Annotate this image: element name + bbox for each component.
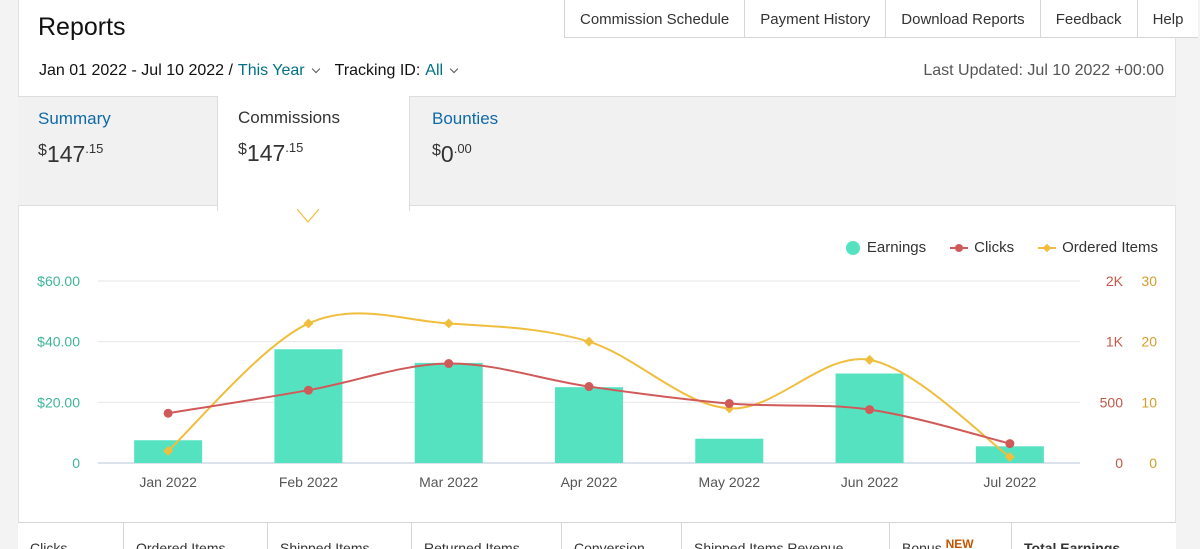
- y-left-tick-label: 0: [72, 455, 80, 471]
- y-right-clicks-tick-label: 1K: [1106, 334, 1124, 350]
- x-tick-label: Jul 2022: [983, 474, 1036, 490]
- tracking-label: Tracking ID:: [334, 62, 421, 79]
- nav-feedback[interactable]: Feedback: [1041, 0, 1138, 38]
- col-bonus: Bonus NEW: [890, 523, 1012, 549]
- tab-bounties[interactable]: Bounties $0.00: [412, 97, 592, 207]
- period-dropdown[interactable]: This Year: [237, 62, 305, 79]
- col-clicks: Clicks: [18, 523, 124, 549]
- legend-label: Earnings: [866, 239, 927, 256]
- legend-label: Clicks: [974, 239, 1015, 256]
- nav-download-reports[interactable]: Download Reports: [886, 0, 1041, 38]
- y-right-items-tick-label: 10: [1141, 394, 1157, 410]
- earnings-bar: [274, 349, 343, 463]
- date-range: Jan 01 2022 - Jul 10 2022 /: [39, 62, 233, 79]
- tab-label: Summary: [38, 109, 111, 128]
- filter-row: Jan 01 2022 - Jul 10 2022 / This Year Tr…: [39, 62, 467, 80]
- ordered-items-point: [584, 336, 594, 347]
- tab-amount: $147.15: [238, 140, 304, 166]
- clicks-point: [1005, 439, 1015, 449]
- earnings-dot-icon: [845, 240, 860, 255]
- ordered-items-line-icon: [1038, 243, 1057, 252]
- y-right-clicks-tick-label: 0: [1115, 455, 1123, 471]
- nav-help[interactable]: Help: [1152, 10, 1184, 28]
- chevron-down-icon[interactable]: [449, 64, 459, 74]
- page-title: Reports: [38, 13, 126, 41]
- x-tick-label: Mar 2022: [419, 474, 478, 490]
- tab-label: Commissions: [238, 108, 341, 127]
- earnings-chart: 0 0 0 $20.00 500 10 $40.00 1K 20 $60.00 2K 30 Jan 20…: [37, 273, 1157, 490]
- x-tick-label: May 2022: [699, 474, 761, 490]
- active-tab-pointer-icon: [297, 209, 319, 223]
- legend-label: Ordered Items: [1062, 239, 1158, 256]
- earnings-bar: [695, 438, 764, 463]
- clicks-point: [444, 359, 454, 369]
- tab-amount: $147.15: [38, 141, 104, 167]
- totals-header-row: Clicks Ordered Items Shipped Items Retur…: [18, 522, 1176, 549]
- clicks-line-icon: [950, 243, 969, 252]
- y-right-items-tick-label: 30: [1141, 273, 1157, 289]
- nav-payment-history[interactable]: Payment History: [745, 0, 887, 38]
- y-left-tick-label: $60.00: [37, 273, 80, 289]
- y-right-items-tick-label: 0: [1149, 455, 1157, 471]
- x-tick-label: Jun 2022: [841, 474, 899, 490]
- x-tick-label: Feb 2022: [279, 474, 338, 490]
- legend-earnings[interactable]: Earnings: [845, 239, 926, 256]
- new-badge: NEW: [945, 537, 974, 549]
- clicks-point: [724, 399, 734, 409]
- ordered-items-point: [443, 318, 454, 329]
- x-tick-label: Jan 2022: [139, 474, 197, 490]
- clicks-point: [163, 408, 173, 418]
- y-left-tick-label: $40.00: [37, 334, 80, 350]
- y-right-clicks-tick-label: 500: [1100, 394, 1124, 410]
- ordered-items-point: [163, 445, 174, 456]
- col-conversion: Conversion: [562, 523, 682, 549]
- legend-ordered-items[interactable]: Ordered Items: [1038, 239, 1158, 256]
- y-left-tick-label: $20.00: [37, 394, 80, 410]
- clicks-point: [865, 405, 875, 415]
- clicks-point: [584, 382, 594, 392]
- ordered-items-point: [864, 354, 875, 365]
- tab-label: Bounties: [432, 109, 499, 128]
- col-shipped-revenue: Shipped Items Revenue: [682, 523, 890, 549]
- legend-clicks[interactable]: Clicks: [950, 239, 1014, 256]
- earnings-bar: [835, 373, 904, 463]
- col-returned-items: Returned Items: [412, 523, 562, 549]
- last-updated: Last Updated: Jul 10 2022 +00:00: [923, 62, 1164, 79]
- y-right-clicks-tick-label: 2K: [1106, 273, 1124, 289]
- tab-amount: $0.00: [432, 141, 472, 167]
- ordered-items-point: [1004, 451, 1015, 462]
- nav-commission-schedule[interactable]: Commission Schedule: [565, 0, 746, 38]
- summary-tabs: Summary $147.15 Commissions $147.15 Boun…: [18, 96, 1176, 211]
- chevron-down-icon[interactable]: [311, 64, 320, 74]
- ordered-items-point: [303, 318, 314, 329]
- earnings-bar: [414, 362, 483, 463]
- y-right-items-tick-label: 20: [1141, 334, 1157, 350]
- col-total-earnings: Total Earnings: [1024, 540, 1121, 549]
- col-shipped-items: Shipped Items: [268, 523, 412, 549]
- chart-legend: Earnings Clicks Ordered Items: [845, 239, 1158, 256]
- earnings-bar: [555, 387, 623, 463]
- tracking-dropdown[interactable]: All: [425, 62, 444, 79]
- x-tick-label: Apr 2022: [561, 474, 618, 490]
- clicks-point: [303, 385, 313, 395]
- top-nav: Commission Schedule Payment History Down…: [564, 0, 1199, 38]
- tab-summary[interactable]: Summary $147.15: [18, 97, 198, 207]
- col-ordered-items: Ordered Items: [124, 523, 268, 549]
- tab-commissions[interactable]: Commissions $147.15: [217, 96, 410, 211]
